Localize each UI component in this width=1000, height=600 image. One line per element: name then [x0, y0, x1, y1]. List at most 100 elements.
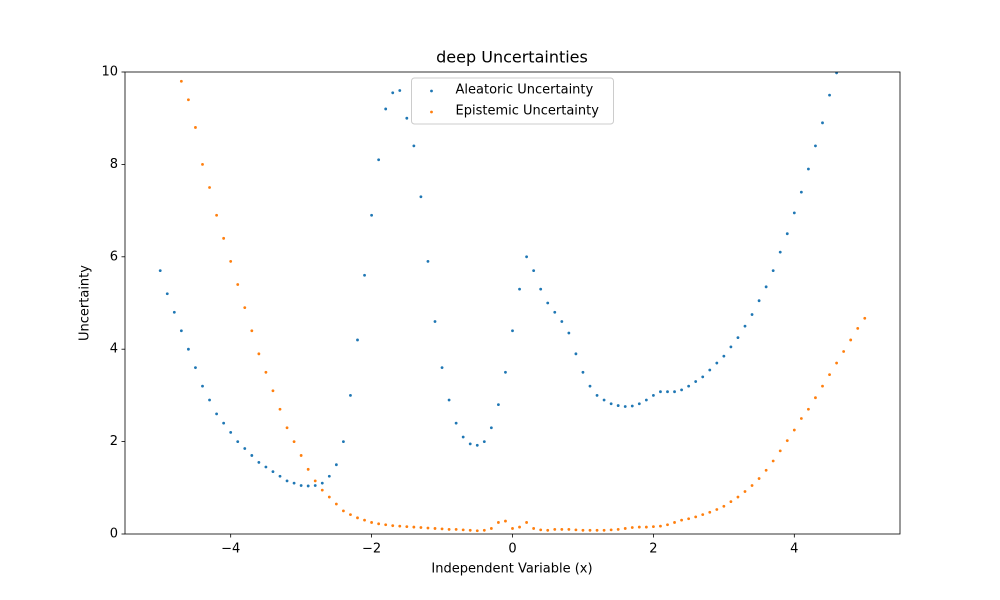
legend-marker [430, 110, 433, 114]
scatter-point [630, 404, 634, 408]
scatter-point [821, 384, 824, 388]
y-tick-label: 6 [110, 249, 118, 264]
scatter-point [475, 529, 479, 533]
scatter-point [194, 366, 197, 370]
scatter-point [356, 338, 359, 342]
scatter-point [560, 320, 564, 323]
scatter-point [602, 528, 606, 532]
scatter-point [349, 394, 352, 397]
scatter-point [546, 528, 550, 532]
scatter-point [595, 394, 599, 397]
scatter-point [722, 504, 726, 508]
scatter-point [616, 527, 620, 531]
scatter-point [736, 495, 740, 499]
scatter-point [553, 527, 557, 531]
scatter-point [595, 528, 599, 532]
scatter-point [264, 465, 268, 469]
scatter-point [327, 474, 331, 478]
scatter-point [222, 421, 226, 425]
scatter-point [433, 527, 437, 530]
scatter-point [306, 467, 310, 471]
scatter-point [370, 521, 373, 524]
scatter-point [835, 72, 838, 75]
chart-title: deep Uncertainties [436, 48, 588, 67]
scatter-point [201, 163, 204, 166]
scatter-point [257, 460, 261, 464]
scatter-point [349, 513, 352, 516]
scatter-point [299, 484, 303, 487]
scatter-point [687, 384, 691, 388]
scatter-point [757, 299, 761, 303]
scatter-point [412, 525, 416, 529]
scatter-point [215, 213, 218, 217]
scatter-point [701, 375, 705, 379]
scatter-point [158, 269, 162, 273]
scatter-point [356, 516, 359, 520]
scatter-point [630, 526, 634, 529]
scatter-point [750, 484, 754, 487]
scatter-point [609, 528, 613, 532]
scatter-point [461, 528, 465, 532]
scatter-point [285, 479, 289, 483]
scatter-point [327, 495, 331, 499]
scatter-point [814, 144, 817, 148]
scatter-point [447, 398, 451, 402]
scatter-point [250, 454, 254, 457]
scatter-point [588, 528, 592, 532]
scatter-point [377, 158, 381, 162]
scatter-point [454, 527, 458, 531]
scatter-point [849, 338, 853, 342]
scatter-point [391, 524, 395, 528]
scatter-point [482, 440, 486, 443]
scatter-point [764, 468, 768, 472]
scatter-point [320, 488, 324, 492]
scatter-point [588, 384, 592, 388]
scatter-point [454, 421, 458, 425]
scatter-point [433, 320, 437, 323]
scatter-point [440, 527, 444, 531]
scatter-point [701, 513, 705, 516]
scatter-point [518, 287, 521, 291]
scatter-point [750, 313, 754, 316]
scatter-point [652, 525, 655, 529]
scatter-point [299, 454, 303, 457]
scatter-point [292, 440, 296, 443]
scatter-point [229, 430, 233, 434]
scatter-point [215, 412, 218, 416]
scatter-point [623, 405, 627, 408]
scatter-point [680, 388, 683, 392]
scatter-point [313, 479, 317, 483]
scatter-point [482, 528, 486, 532]
scatter-point [814, 396, 817, 400]
scatter-point [412, 144, 416, 148]
scatter-point [278, 474, 282, 478]
scatter-point [659, 390, 662, 394]
scatter-point [489, 527, 493, 530]
scatter-point [264, 370, 268, 374]
scatter-point [743, 490, 747, 493]
scatter-point [165, 292, 169, 296]
scatter-point [764, 285, 768, 289]
scatter-point [384, 523, 388, 527]
scatter-point [511, 527, 514, 530]
scatter-point [574, 528, 578, 532]
scatter-point [729, 500, 733, 504]
scatter-point [504, 370, 507, 374]
scatter-point [715, 508, 719, 511]
scatter-point [708, 368, 712, 372]
scatter-point [497, 521, 500, 524]
scatter-point [778, 250, 782, 254]
scatter-point [497, 403, 500, 407]
scatter-point [771, 459, 775, 463]
scatter-point [863, 316, 867, 320]
scatter-point [821, 121, 824, 125]
scatter-point [405, 525, 409, 529]
scatter-point [208, 186, 211, 189]
scatter-point [729, 345, 733, 349]
scatter-point [475, 443, 479, 447]
scatter-point [574, 352, 578, 356]
scatter-point [334, 463, 338, 467]
scatter-point [807, 167, 810, 171]
scatter-point [553, 310, 557, 314]
